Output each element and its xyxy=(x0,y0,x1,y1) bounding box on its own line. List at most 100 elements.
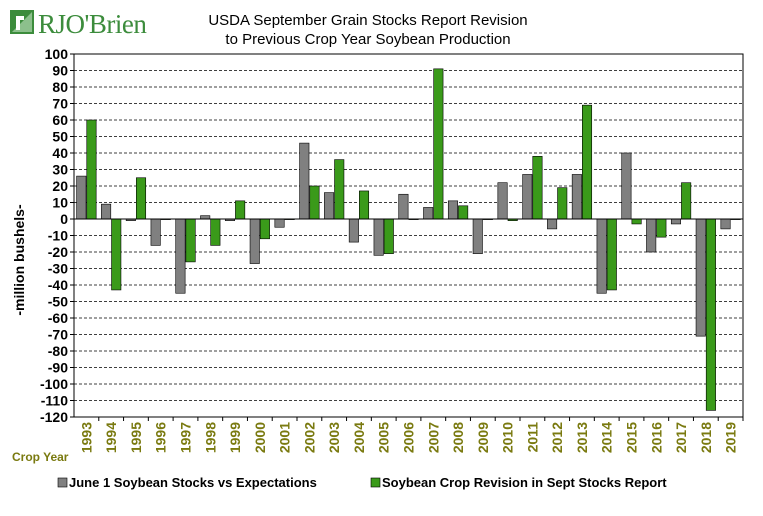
y-tick-label: -90 xyxy=(48,360,68,376)
x-tick-label: 1997 xyxy=(178,422,194,453)
y-tick-label: -120 xyxy=(40,409,68,425)
y-tick-label: 100 xyxy=(45,46,69,62)
y-tick-label: 0 xyxy=(60,211,68,227)
bar xyxy=(596,218,607,294)
bar xyxy=(383,218,394,254)
y-tick-label: 90 xyxy=(52,63,68,79)
x-tick-label: 2006 xyxy=(401,422,417,453)
bar xyxy=(150,218,161,246)
bar xyxy=(249,218,260,264)
y-tick-label: -30 xyxy=(48,261,68,277)
bar xyxy=(720,218,731,230)
y-tick-label: 80 xyxy=(52,79,68,95)
bar xyxy=(621,152,632,220)
bar xyxy=(309,185,320,220)
bar xyxy=(571,174,582,220)
x-tick-label: 1996 xyxy=(153,422,169,453)
bar xyxy=(423,207,434,220)
x-tick-label: 2004 xyxy=(351,422,367,453)
x-tick-label: 2016 xyxy=(648,422,664,453)
bar xyxy=(398,193,409,220)
x-tick-label: 1994 xyxy=(103,422,119,453)
bar xyxy=(681,182,692,220)
legend-swatch xyxy=(57,477,68,488)
logo-mark-icon xyxy=(10,10,34,34)
x-tick-label: 2003 xyxy=(326,422,342,453)
y-tick-label: -20 xyxy=(48,244,68,260)
x-tick-label: 2008 xyxy=(450,422,466,453)
bar xyxy=(299,142,310,220)
bar xyxy=(631,218,642,225)
x-tick-label: 2009 xyxy=(475,422,491,453)
bar xyxy=(695,218,706,337)
bar xyxy=(447,200,458,220)
x-tick-label: 2019 xyxy=(723,422,739,453)
x-tick-label: 2001 xyxy=(277,422,293,453)
bar xyxy=(547,218,558,230)
y-tick-label: 60 xyxy=(52,112,68,128)
bar xyxy=(433,68,444,220)
bar xyxy=(175,218,186,294)
bar xyxy=(497,182,508,220)
bar xyxy=(348,218,359,243)
x-tick-label: 2002 xyxy=(301,422,317,453)
bar xyxy=(359,190,370,220)
x-tick-label: 2018 xyxy=(698,422,714,453)
x-tick-label: 2005 xyxy=(376,422,392,453)
y-tick-label: 20 xyxy=(52,178,68,194)
bar xyxy=(334,159,345,220)
bar xyxy=(274,218,285,228)
y-tick-label: 10 xyxy=(52,195,68,211)
bar xyxy=(111,218,122,291)
x-tick-label: 2010 xyxy=(500,422,516,453)
bar xyxy=(259,218,270,240)
bar xyxy=(532,156,543,220)
x-tick-label: 2012 xyxy=(549,422,565,453)
bar xyxy=(656,218,667,238)
y-tick-label: -100 xyxy=(40,376,68,392)
y-tick-label: -40 xyxy=(48,277,68,293)
bar xyxy=(670,218,681,225)
bar xyxy=(522,174,533,220)
chart-subtitle: to Previous Crop Year Soybean Production xyxy=(225,31,510,48)
bar xyxy=(458,205,469,220)
bar xyxy=(646,218,657,253)
chart-title: USDA September Grain Stocks Report Revis… xyxy=(208,12,527,29)
bar xyxy=(705,218,716,411)
x-tick-label: 2017 xyxy=(673,422,689,453)
y-axis-label: -million bushels- xyxy=(11,204,27,316)
y-tick-label: 40 xyxy=(52,145,68,161)
bar xyxy=(324,192,335,220)
plot-border xyxy=(73,53,744,418)
bar xyxy=(86,119,97,220)
y-tick-label: -10 xyxy=(48,228,68,244)
legend-swatch xyxy=(370,477,381,488)
bar xyxy=(373,218,384,256)
x-tick-label: 2007 xyxy=(425,422,441,453)
y-tick-label: 30 xyxy=(52,162,68,178)
y-tick-label: 50 xyxy=(52,129,68,145)
legend-label: June 1 Soybean Stocks vs Expectations xyxy=(69,475,317,490)
x-tick-label: 1995 xyxy=(128,422,144,453)
y-tick-label: 70 xyxy=(52,96,68,112)
logo-text: RJO'Brien xyxy=(38,9,147,39)
y-tick-label: -80 xyxy=(48,343,68,359)
bar xyxy=(557,187,568,220)
x-axis-label: Crop Year xyxy=(12,450,69,464)
x-tick-label: 1993 xyxy=(78,422,94,453)
bar xyxy=(606,218,617,291)
x-tick-label: 1999 xyxy=(227,422,243,453)
bar xyxy=(235,200,246,220)
x-tick-label: 1998 xyxy=(202,422,218,453)
legend-label: Soybean Crop Revision in Sept Stocks Rep… xyxy=(382,475,667,490)
bar xyxy=(210,218,221,246)
x-tick-label: 2014 xyxy=(599,422,615,453)
legend: June 1 Soybean Stocks vs Expectations Soy… xyxy=(57,475,667,490)
bar xyxy=(101,203,112,220)
x-tick-label: 2011 xyxy=(524,422,540,453)
y-tick-label: -60 xyxy=(48,310,68,326)
y-tick-label: -110 xyxy=(41,393,68,409)
bar xyxy=(185,218,196,263)
